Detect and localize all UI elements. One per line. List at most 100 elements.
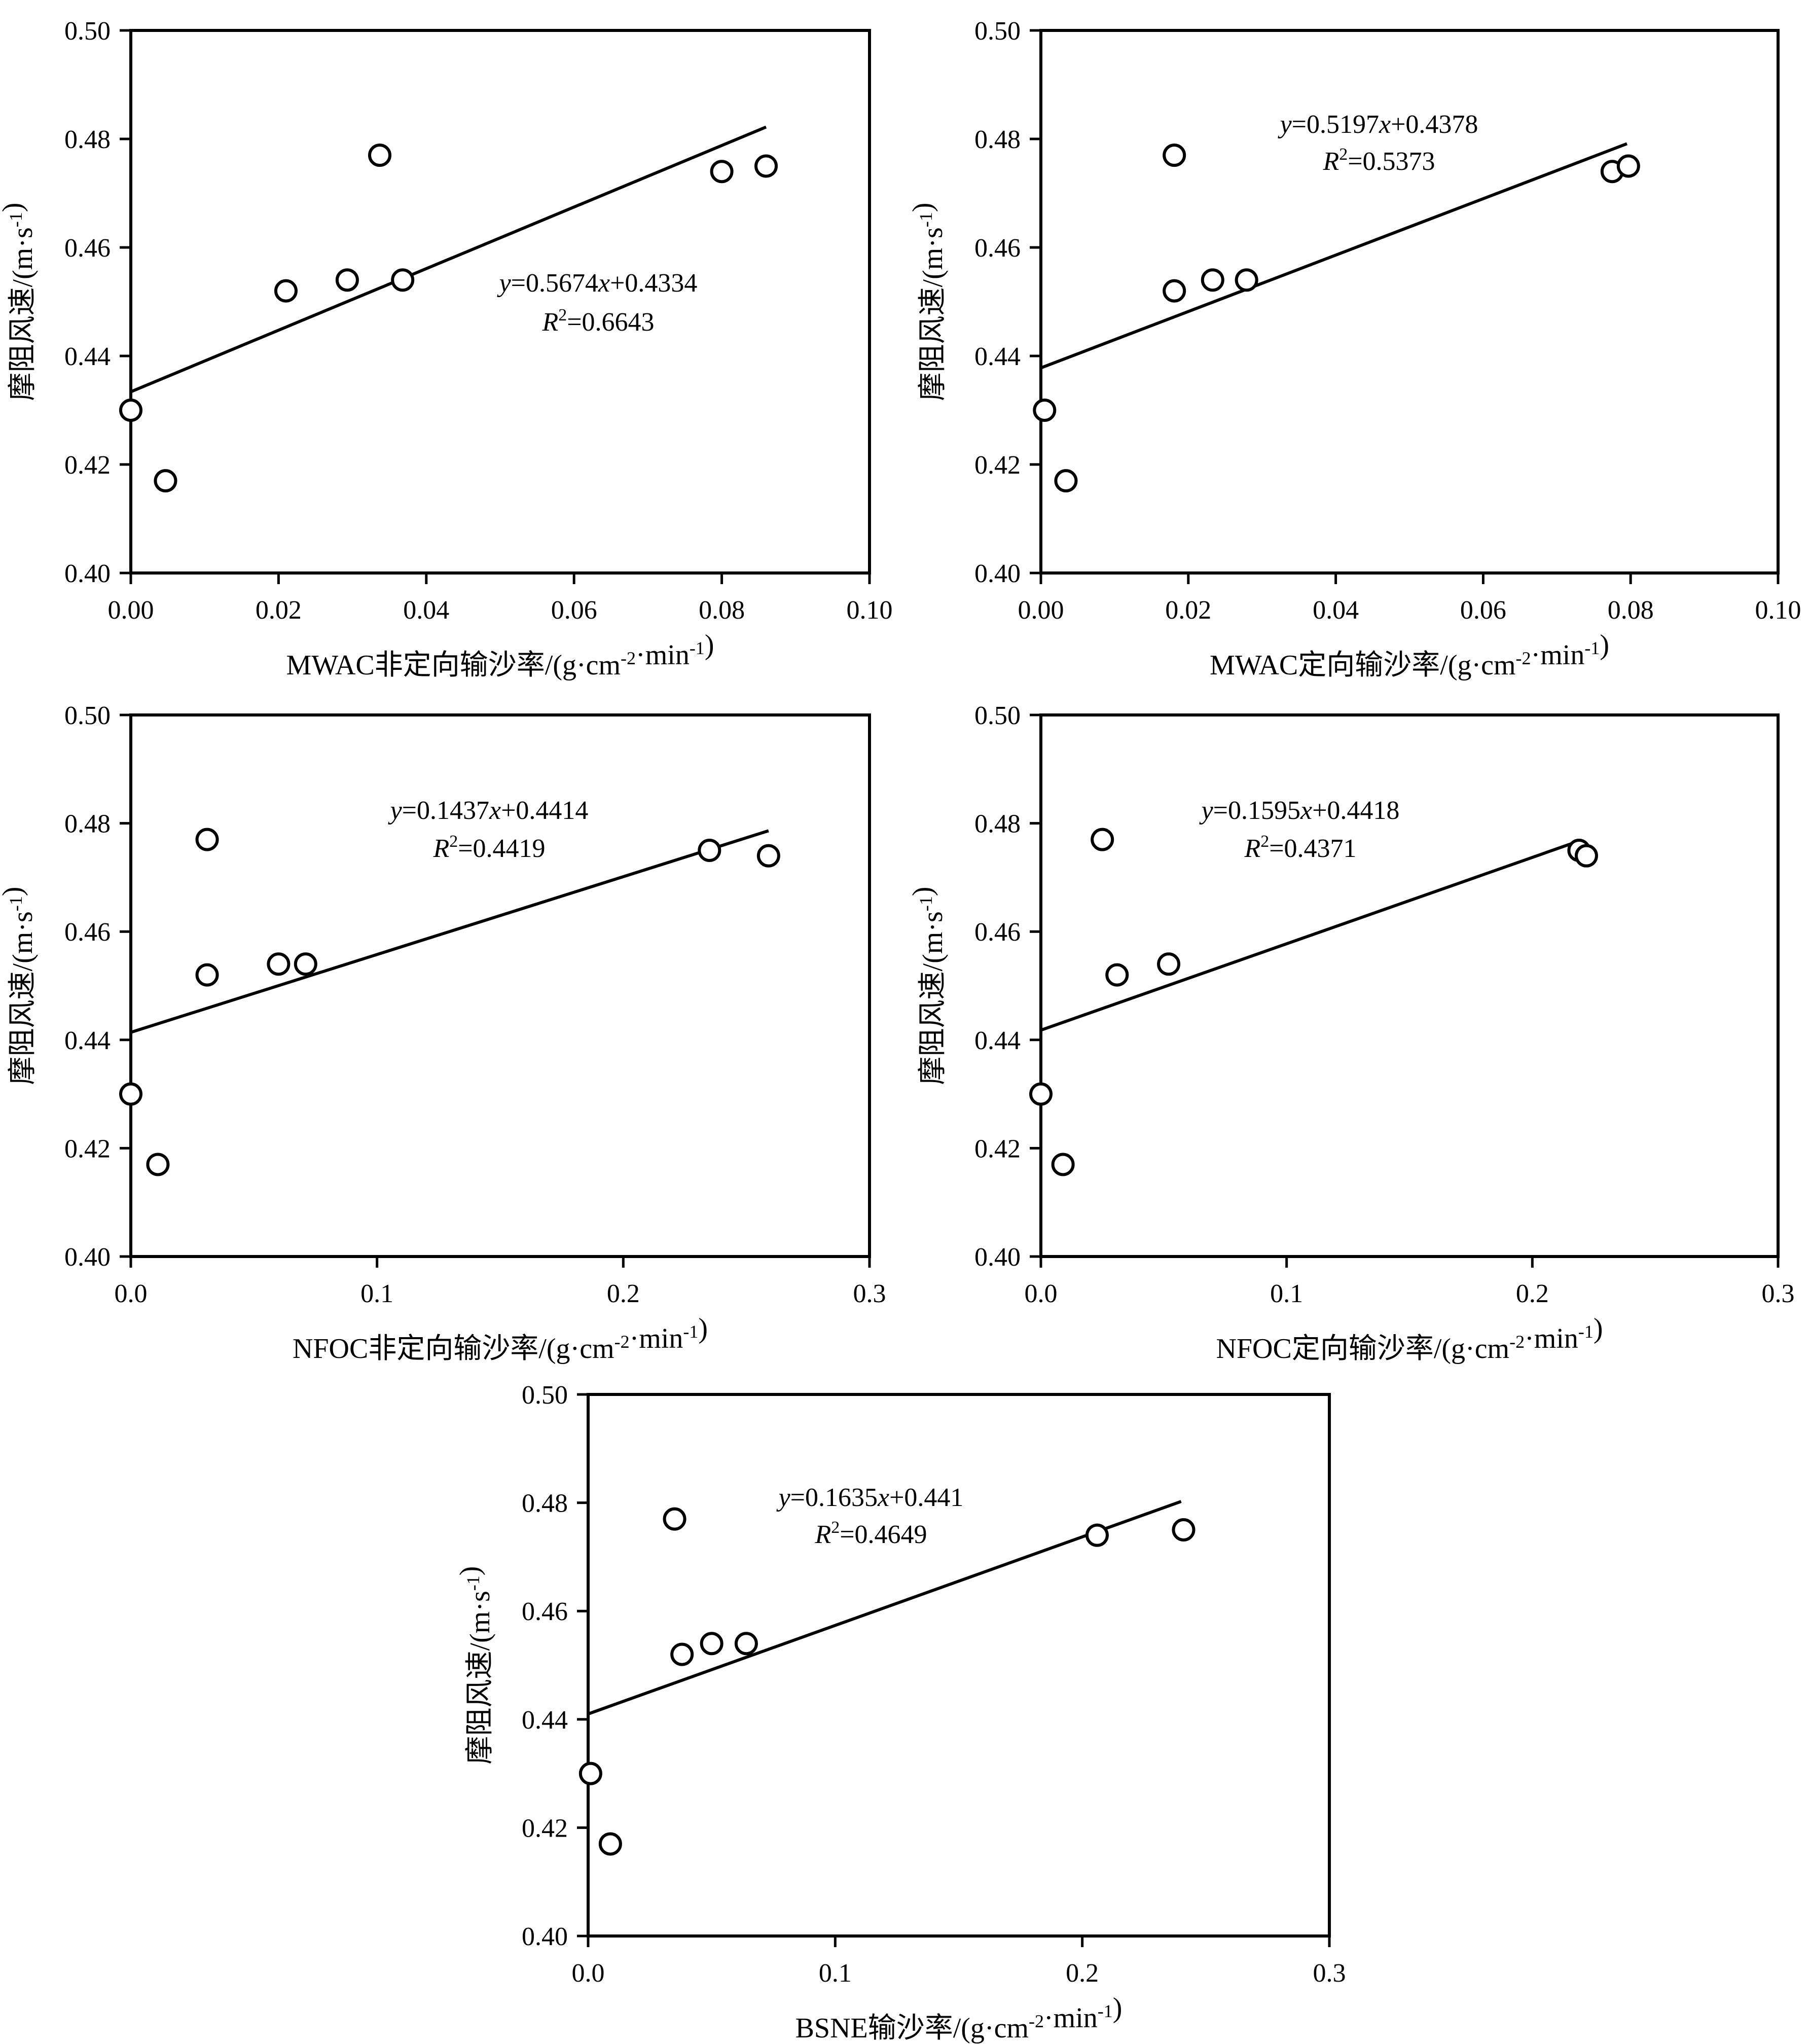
r-squared-label: R2=0.4419	[432, 832, 545, 863]
regression-equation: y=0.1437x+0.4414	[388, 796, 589, 825]
x-tick-label: 0.10	[1755, 596, 1801, 625]
data-point	[294, 952, 317, 976]
y-tick-label: 0.40	[974, 1243, 1021, 1272]
x-axis-title: BSNE输沙率/(g·cm-2·min-1)	[795, 1992, 1123, 2044]
y-tick-label: 0.46	[522, 1597, 568, 1626]
data-point	[368, 144, 392, 167]
y-tick-label: 0.50	[64, 17, 111, 46]
y-tick-label: 0.46	[64, 234, 111, 263]
data-point	[274, 279, 298, 303]
y-axis-title: 摩阻风速/(m·s-1)	[0, 887, 39, 1085]
data-point	[335, 268, 359, 292]
x-tick-label: 0.02	[256, 596, 302, 625]
chart-panel-3: 0.0 0.1 0.2 0.3 0.40 0.42 0.44 0.46 0.48 0.50 NFOC…	[0, 701, 886, 1365]
r-squared-label: R2=0.6643	[541, 306, 654, 337]
plot-frame	[1039, 29, 1780, 575]
plot-frame	[587, 1393, 1331, 1938]
data-point	[267, 952, 291, 976]
y-tick-label: 0.50	[974, 17, 1021, 46]
x-tick-label: 0.00	[108, 596, 154, 625]
x-tick-label: 0.3	[1762, 1279, 1795, 1308]
x-tick-label: 0.0	[572, 1959, 605, 1988]
x-axis-title: MWAC定向输沙率/(g·cm-2·min-1)	[1210, 629, 1609, 681]
y-tick-label: 0.44	[974, 1026, 1021, 1055]
y-axis-title: 摩阻风速/(m·s-1)	[907, 203, 949, 401]
data-point	[1157, 952, 1181, 976]
y-axis-title: 摩阻风速/(m·s-1)	[454, 1566, 496, 1765]
y-tick-label: 0.50	[974, 701, 1021, 730]
y-tick-label: 0.40	[522, 1922, 568, 1951]
y-tick-label: 0.46	[974, 918, 1021, 947]
data-point	[1163, 279, 1186, 303]
x-axis-title: MWAC非定向输沙率/(g·cm-2·min-1)	[286, 629, 714, 681]
regression-line	[1040, 142, 1628, 370]
x-tick-label: 0.06	[551, 596, 597, 625]
x-tick-label: 0.08	[699, 596, 745, 625]
data-point	[146, 1153, 170, 1176]
data-point	[598, 1832, 622, 1856]
y-tick-label: 0.42	[974, 1134, 1021, 1163]
data-point	[1235, 268, 1258, 292]
x-tick-label: 0.3	[853, 1279, 886, 1308]
x-tick-label: 0.00	[1018, 596, 1064, 625]
data-point	[1201, 268, 1224, 292]
x-tick-label: 0.04	[403, 596, 449, 625]
x-tick-label: 0.1	[819, 1959, 852, 1988]
regression-line	[130, 125, 767, 393]
data-point	[734, 1632, 758, 1656]
data-point	[1051, 1153, 1075, 1176]
data-point	[754, 154, 778, 178]
x-tick-label: 0.10	[847, 596, 893, 625]
r-squared-label: R2=0.4649	[814, 1518, 927, 1549]
regression-line	[130, 829, 769, 1034]
y-tick-label: 0.46	[64, 918, 111, 947]
y-tick-label: 0.48	[64, 810, 111, 839]
x-tick-label: 0.2	[607, 1279, 640, 1308]
y-tick-label: 0.46	[974, 234, 1021, 263]
x-tick-label: 0.2	[1066, 1959, 1099, 1988]
y-tick-label: 0.50	[64, 701, 111, 730]
data-point	[700, 1632, 723, 1656]
y-tick-label: 0.42	[64, 1134, 111, 1163]
data-point	[698, 839, 721, 862]
data-point	[119, 399, 142, 422]
chart-panel-4: 0.0 0.1 0.2 0.3 0.40 0.42 0.44 0.46 0.48 0.50 NFOC…	[907, 701, 1795, 1365]
data-point	[670, 1642, 694, 1666]
x-tick-label: 0.02	[1165, 596, 1211, 625]
x-tick-label: 0.08	[1608, 596, 1654, 625]
regression-equation: y=0.1635x+0.441	[776, 1483, 964, 1512]
plot-frame	[1039, 713, 1780, 1258]
regression-equation: y=0.1595x+0.4418	[1199, 796, 1400, 825]
y-tick-label: 0.44	[522, 1706, 568, 1735]
data-point	[195, 828, 219, 851]
x-tick-label: 0.1	[360, 1279, 393, 1308]
regression-line	[1040, 838, 1582, 1032]
y-tick-label: 0.48	[522, 1489, 568, 1518]
data-point	[1091, 828, 1114, 851]
data-point	[1029, 1082, 1053, 1106]
x-tick-label: 0.0	[1025, 1279, 1058, 1308]
data-point	[578, 1762, 602, 1785]
data-point	[1105, 963, 1129, 987]
regression-equation: y=0.5674x+0.4334	[497, 269, 698, 298]
chart-panel-5: 0.0 0.1 0.2 0.3 0.40 0.42 0.44 0.46 0.48 0.50 BSNE…	[454, 1381, 1346, 2044]
y-axis-title: 摩阻风速/(m·s-1)	[907, 887, 949, 1085]
data-point	[195, 963, 219, 987]
y-tick-label: 0.40	[974, 559, 1021, 588]
y-tick-label: 0.42	[974, 451, 1021, 480]
data-point	[1616, 154, 1640, 178]
y-tick-label: 0.48	[974, 125, 1021, 154]
data-point	[119, 1082, 142, 1106]
x-tick-label: 0.3	[1313, 1959, 1346, 1988]
data-point	[154, 469, 177, 493]
y-tick-label: 0.40	[64, 559, 111, 588]
data-point	[1054, 469, 1078, 493]
data-point	[391, 268, 415, 292]
data-point	[1172, 1518, 1196, 1541]
r-squared-label: R2=0.4371	[1244, 832, 1356, 863]
x-tick-label: 0.2	[1516, 1279, 1549, 1308]
data-point	[1033, 399, 1057, 422]
data-point	[756, 844, 780, 868]
regression-equation: y=0.5197x+0.4378	[1278, 110, 1478, 139]
